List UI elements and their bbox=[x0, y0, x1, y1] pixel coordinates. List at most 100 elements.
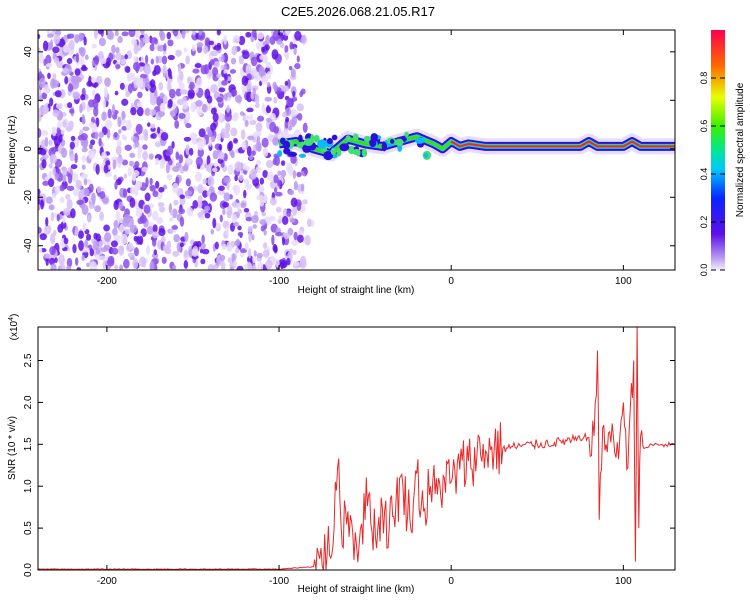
noise-speckle-dot bbox=[149, 44, 155, 52]
noise-speckle-dot bbox=[204, 88, 211, 100]
noise-speckle-dot bbox=[149, 95, 157, 106]
noise-speckle-dot bbox=[181, 30, 186, 39]
noise-speckle-dot bbox=[251, 30, 257, 38]
noise-speckle-dot bbox=[272, 137, 280, 146]
noise-speckle-dot bbox=[127, 166, 133, 177]
noise-speckle-dot bbox=[172, 182, 179, 194]
noise-speckle-dot bbox=[129, 160, 135, 167]
noise-speckle-dot bbox=[38, 112, 42, 123]
noise-speckle-dot bbox=[113, 174, 117, 181]
noise-speckle-dot bbox=[182, 165, 188, 172]
noise-speckle-dot bbox=[267, 171, 274, 182]
noise-speckle-dot bbox=[144, 65, 151, 75]
noise-speckle-dot bbox=[156, 126, 161, 134]
colorbar-tick-label: 0.8 bbox=[699, 72, 709, 85]
noise-speckle-dot bbox=[113, 219, 119, 229]
noise-speckle-dot bbox=[136, 101, 143, 109]
noise-speckle-dot bbox=[93, 232, 98, 240]
noise-speckle-dot bbox=[133, 43, 139, 55]
noise-speckle-dot bbox=[44, 253, 52, 259]
noise-speckle-dot bbox=[169, 110, 175, 116]
noise-speckle-dot bbox=[273, 84, 278, 92]
noise-speckle-dot bbox=[203, 64, 210, 75]
noise-speckle-dot bbox=[179, 88, 188, 95]
noise-speckle-dot bbox=[246, 145, 252, 157]
noise-speckle-dot bbox=[137, 91, 143, 99]
signal-blob bbox=[298, 134, 303, 143]
noise-speckle-dot bbox=[79, 103, 83, 114]
noise-speckle-dot bbox=[166, 31, 172, 40]
noise-speckle-dot bbox=[121, 125, 128, 131]
noise-speckle-dot bbox=[89, 261, 97, 270]
noise-speckle-dot bbox=[179, 216, 185, 227]
noise-speckle-dot bbox=[198, 128, 206, 138]
noise-speckle-dot bbox=[286, 162, 293, 174]
noise-speckle-dot bbox=[38, 54, 44, 64]
noise-speckle-dot bbox=[218, 143, 223, 151]
noise-speckle-dot bbox=[246, 107, 254, 113]
noise-speckle-dot bbox=[112, 159, 117, 170]
noise-speckle-dot bbox=[290, 154, 297, 165]
noise-speckle-dot bbox=[67, 173, 73, 184]
noise-speckle-dot bbox=[162, 71, 167, 78]
noise-speckle-dot bbox=[188, 147, 194, 156]
noise-speckle-dot bbox=[129, 152, 136, 159]
noise-speckle-dot bbox=[153, 64, 161, 75]
noise-speckle-dot bbox=[39, 148, 47, 156]
noise-speckle-dot bbox=[240, 129, 246, 140]
signal-blob bbox=[296, 143, 302, 148]
noise-speckle-dot bbox=[237, 225, 242, 231]
noise-speckle-dot bbox=[70, 164, 78, 170]
noise-speckle-dot bbox=[239, 248, 248, 254]
noise-speckle-dot bbox=[48, 163, 53, 169]
noise-speckle-dot bbox=[145, 176, 149, 188]
noise-speckle-dot bbox=[161, 256, 167, 264]
noise-speckle-dot bbox=[81, 164, 86, 170]
noise-speckle-dot bbox=[80, 133, 88, 141]
noise-speckle-dot bbox=[101, 151, 107, 160]
noise-speckle-dot bbox=[197, 211, 204, 218]
noise-speckle-dot bbox=[66, 33, 75, 39]
noise-speckle-dot bbox=[220, 53, 225, 63]
signal-blob bbox=[345, 135, 351, 141]
noise-speckle-dot bbox=[144, 54, 149, 64]
noise-speckle-dot bbox=[196, 107, 204, 116]
noise-speckle-dot bbox=[76, 267, 82, 270]
noise-speckle-dot bbox=[113, 200, 119, 211]
noise-speckle-dot bbox=[223, 131, 230, 139]
noise-speckle-dot bbox=[231, 213, 237, 224]
noise-speckle-dot bbox=[138, 62, 146, 67]
noise-speckle-dot bbox=[183, 260, 189, 269]
noise-speckle-dot bbox=[216, 73, 222, 79]
noise-speckle-dot bbox=[110, 240, 118, 248]
noise-speckle-dot bbox=[130, 107, 137, 116]
spectrogram-y-tick-label: -20 bbox=[23, 190, 34, 205]
noise-speckle-dot bbox=[207, 264, 215, 270]
noise-speckle-dot bbox=[168, 203, 173, 214]
colorbar-ticks: 0.0 0.2 0.4 0.6 0.8 bbox=[699, 72, 725, 276]
snr-plot-area bbox=[38, 327, 675, 570]
noise-speckle-dot bbox=[250, 168, 257, 179]
noise-speckle-dot bbox=[91, 76, 96, 84]
noise-speckle-dot bbox=[167, 99, 173, 109]
noise-speckle-dot bbox=[40, 199, 45, 210]
noise-speckle-dot bbox=[195, 99, 203, 107]
noise-speckle-dot bbox=[92, 98, 98, 104]
noise-speckle-dot bbox=[209, 59, 215, 66]
noise-speckle-dot bbox=[241, 84, 246, 96]
noise-speckle-dot bbox=[252, 87, 256, 97]
noise-speckle-dot bbox=[171, 225, 179, 230]
noise-speckle-dot bbox=[265, 160, 274, 168]
noise-speckle-dot bbox=[96, 186, 102, 194]
noise-speckle-dot bbox=[88, 203, 95, 209]
noise-speckle-dot bbox=[266, 82, 271, 88]
signal-blob bbox=[404, 131, 409, 137]
noise-speckle-dot bbox=[293, 47, 297, 56]
noise-speckle-dot bbox=[210, 50, 218, 57]
noise-speckle-dot bbox=[196, 240, 202, 248]
colorbar-tick-label: 0.6 bbox=[699, 120, 709, 133]
noise-speckle-dot bbox=[54, 90, 62, 98]
noise-speckle-dot bbox=[154, 141, 162, 148]
noise-speckle-dot bbox=[56, 130, 62, 136]
noise-speckle-dot bbox=[115, 52, 122, 61]
